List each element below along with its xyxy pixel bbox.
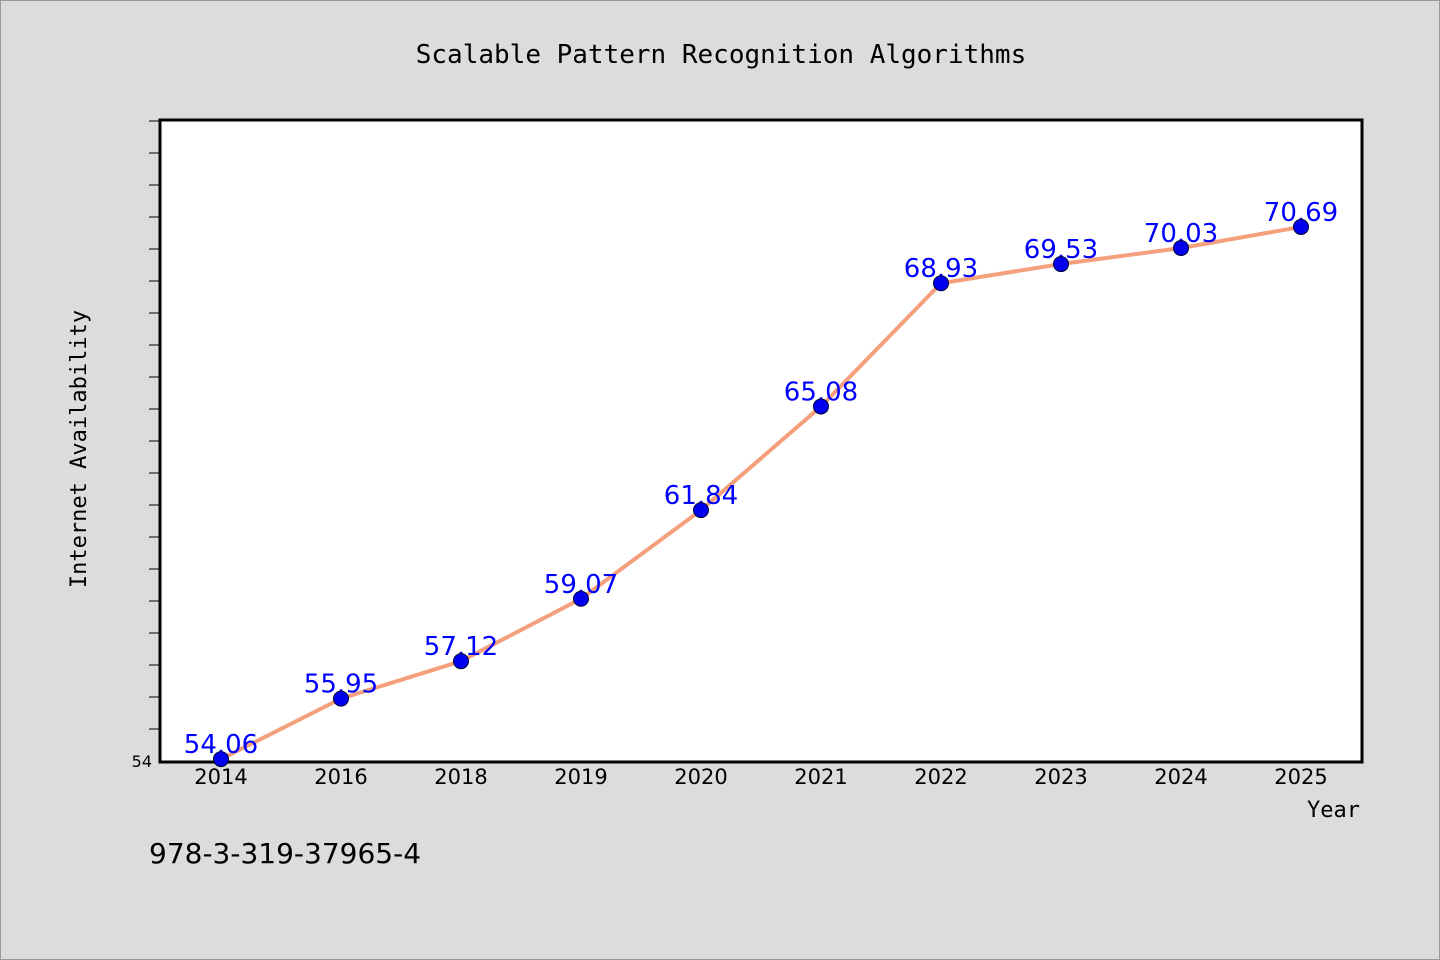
x-axis-label: Year — [1307, 798, 1360, 823]
y-axis-tick-labels: 54 — [132, 752, 152, 771]
y-axis-tick-label: 54 — [132, 752, 152, 771]
x-axis-tick-label: 2023 — [1034, 765, 1087, 789]
data-point — [693, 502, 709, 519]
data-point — [1173, 240, 1189, 257]
x-axis-tick-label: 2021 — [794, 765, 847, 789]
isbn-text: 978-3-319-37965-4 — [149, 837, 421, 870]
data-markers — [213, 218, 1309, 768]
x-axis-tick-label: 2024 — [1154, 765, 1207, 789]
data-point — [813, 398, 829, 415]
data-point — [333, 690, 349, 707]
x-axis-tick-label: 2025 — [1274, 765, 1327, 789]
x-axis-tick-label: 2014 — [194, 765, 247, 789]
data-point — [213, 751, 229, 768]
data-point — [1293, 218, 1309, 235]
y-axis-label: Internet Availability — [67, 310, 92, 588]
x-axis-tick-label: 2019 — [554, 765, 607, 789]
plot-area — [158, 118, 1364, 764]
x-axis-tick-label: 2020 — [674, 765, 727, 789]
data-point — [573, 590, 589, 607]
x-axis-tick-label: 2018 — [434, 765, 487, 789]
x-axis-tick-labels: 2014 2016 2018 2019 2020 2021 2022 2023 2024 2025 — [194, 765, 1327, 789]
series-line — [219, 224, 1303, 762]
data-point — [1053, 256, 1069, 273]
x-axis-tick-label: 2016 — [314, 765, 367, 789]
data-point — [453, 653, 469, 670]
x-axis-tick-label: 2022 — [914, 765, 967, 789]
chart-title: Scalable Pattern Recognition Algorithms — [416, 40, 1026, 70]
y-axis-ticks — [149, 120, 159, 730]
data-point — [933, 275, 949, 292]
